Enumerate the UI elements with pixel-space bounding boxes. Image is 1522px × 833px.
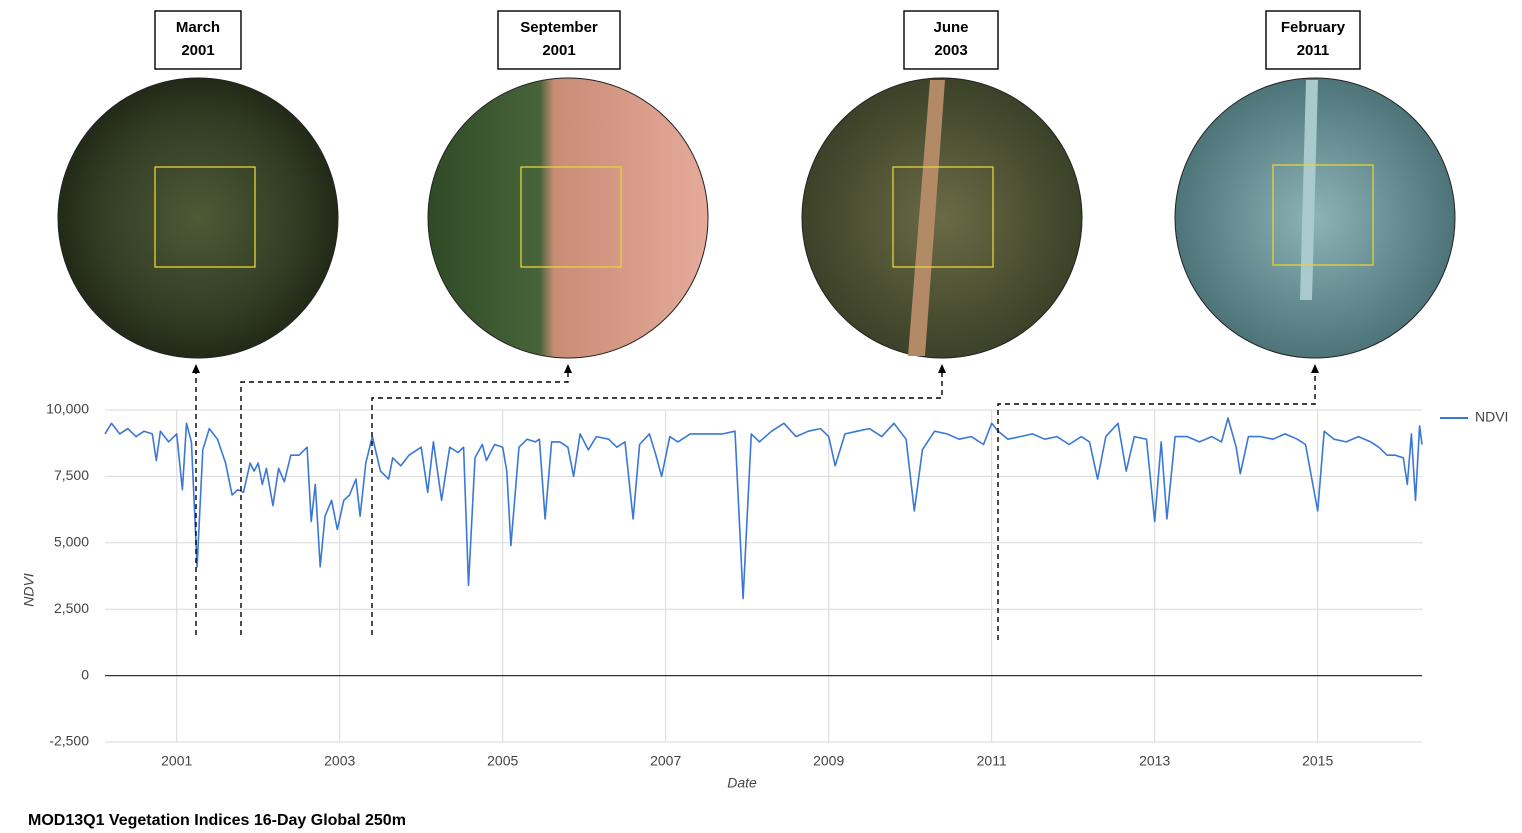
snapshot-labels: March 2001 September 2001 June 2003 Febr… bbox=[154, 10, 1361, 70]
snapshot-year: 2003 bbox=[934, 42, 967, 59]
x-tick-label: 2013 bbox=[1139, 753, 1170, 769]
snapshot-year: 2011 bbox=[1297, 42, 1330, 59]
x-tick-label: 2011 bbox=[977, 753, 1007, 769]
y-tick-label: 2,500 bbox=[54, 600, 89, 616]
satellite-image bbox=[57, 77, 339, 359]
connectors bbox=[192, 364, 1319, 640]
data-line bbox=[104, 417, 1423, 600]
pixel-window bbox=[892, 166, 994, 268]
label-box bbox=[1265, 10, 1361, 70]
caption: MOD13Q1 Vegetation Indices 16-Day Global… bbox=[28, 812, 406, 829]
snapshot-year: 2001 bbox=[542, 42, 575, 59]
snapshot-month: March bbox=[176, 19, 220, 36]
x-tick-label: 2015 bbox=[1302, 753, 1333, 769]
connector bbox=[997, 372, 1316, 640]
y-tick-label: 0 bbox=[81, 666, 89, 682]
connector bbox=[240, 372, 569, 635]
road bbox=[1300, 80, 1318, 300]
y-tick-label: -2,500 bbox=[49, 733, 89, 749]
label-box bbox=[497, 10, 621, 70]
label-box bbox=[154, 10, 242, 70]
x-tick-label: 2005 bbox=[487, 753, 518, 769]
x-tick-label: 2009 bbox=[813, 753, 844, 769]
arrowheads bbox=[192, 364, 1319, 373]
y-tick-label: 5,000 bbox=[54, 534, 89, 550]
snapshot-month: June bbox=[933, 19, 968, 36]
x-tick-label: 2001 bbox=[161, 753, 192, 769]
y-tick-label: 7,500 bbox=[54, 467, 89, 483]
y-tick-label: 10,000 bbox=[46, 401, 89, 417]
x-axis-title: Date bbox=[727, 775, 757, 791]
road bbox=[908, 80, 945, 356]
pixel-window bbox=[1272, 164, 1374, 266]
satellite-image bbox=[801, 77, 1083, 359]
x-tick-label: 2007 bbox=[650, 753, 681, 769]
label-box bbox=[903, 10, 999, 70]
pixel-window bbox=[154, 166, 256, 268]
snapshot-month: September bbox=[520, 19, 598, 36]
snapshot-images bbox=[57, 77, 1456, 359]
satellite-image bbox=[427, 77, 709, 359]
snapshot-month: February bbox=[1281, 19, 1346, 36]
pixel-window bbox=[520, 166, 622, 268]
connector bbox=[371, 372, 943, 635]
y-axis-title: NDVI bbox=[21, 573, 37, 607]
x-tick-label: 2003 bbox=[324, 753, 355, 769]
legend-label: NDVI bbox=[1475, 409, 1508, 425]
plot-area: 2001 2003 2005 2007 2009 2011 2013 2015 10,000 7,… bbox=[46, 401, 1508, 769]
snapshot-year: 2001 bbox=[181, 42, 214, 59]
satellite-image bbox=[1174, 77, 1456, 359]
